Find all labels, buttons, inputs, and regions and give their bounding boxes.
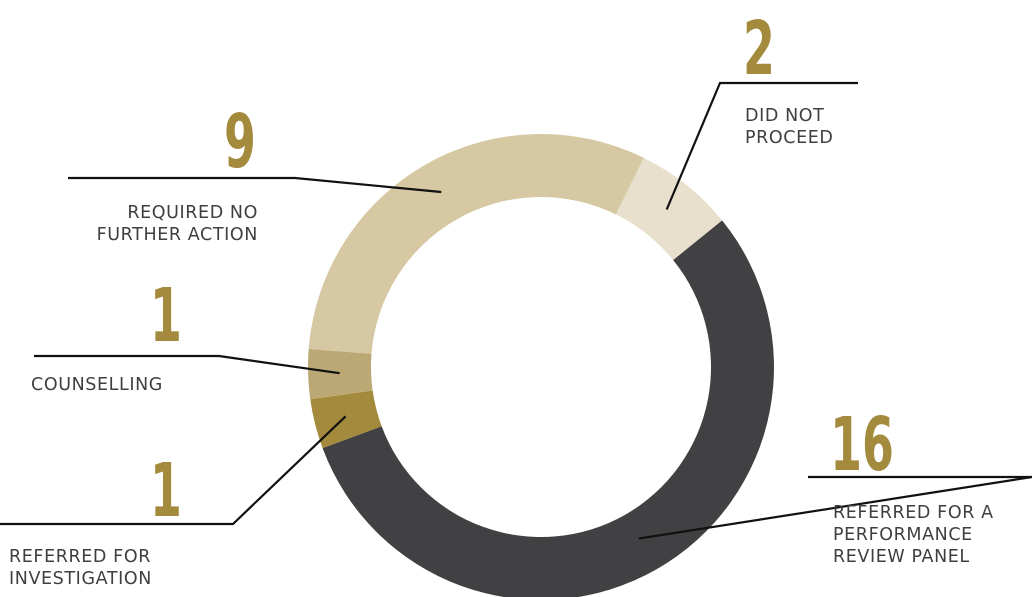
value-label-counselling: 1 xyxy=(150,272,182,359)
category-label-did-not-proceed: DID NOT PROCEED xyxy=(745,106,834,148)
slice-annotations: 16 REFERRED FOR A PERFORMANCE REVIEW PANEL 1… xyxy=(0,5,1032,589)
value-label-referred-for-a-performance-review-panel: 16 xyxy=(830,401,894,488)
slice-referred-for-a-performance-review-panel xyxy=(322,220,774,597)
value-label-referred-for-investigation: 1 xyxy=(150,447,182,534)
category-label-referred-for-a-performance-review-panel: REFERRED FOR A PERFORMANCE REVIEW PANEL xyxy=(833,503,994,567)
slice-counselling xyxy=(307,348,373,400)
donut-ring xyxy=(307,133,774,597)
category-label-referred-for-investigation: REFERRED FOR INVESTIGATION xyxy=(9,547,152,589)
value-label-did-not-proceed: 2 xyxy=(743,5,775,92)
leader-line-referred-for-investigation xyxy=(0,415,347,526)
category-label-required-no-further-action: REQUIRED NO FURTHER ACTION xyxy=(97,203,258,245)
leader-line-referred-for-a-performance-review-panel xyxy=(638,475,1032,540)
leader-line-counselling xyxy=(34,354,340,375)
slice-did-not-proceed xyxy=(615,157,723,261)
value-label-required-no-further-action: 9 xyxy=(224,98,256,185)
leader-line-required-no-further-action xyxy=(68,176,442,194)
leader-line-did-not-proceed xyxy=(665,81,858,210)
category-label-counselling: COUNSELLING xyxy=(31,375,163,395)
slice-required-no-further-action xyxy=(308,133,644,354)
